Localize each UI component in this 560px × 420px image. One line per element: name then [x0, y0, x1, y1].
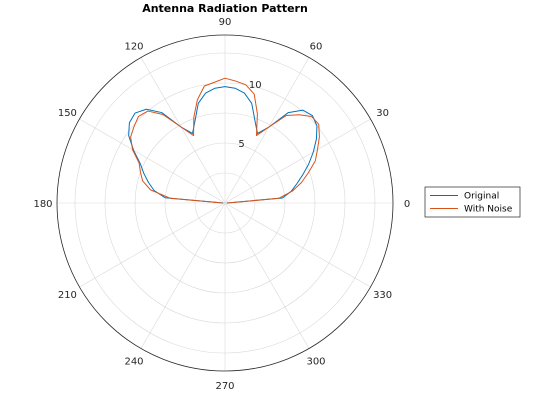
theta-gridline-210 — [79, 202, 226, 288]
theta-tick-label-150: 150 — [58, 108, 77, 119]
theta-tick-label-0: 0 — [404, 199, 410, 210]
axis-labels: 0 30 60 90 120 150 180 210 240 270 300 330 5 10 — [33, 17, 410, 392]
theta-gridline-60 — [224, 57, 310, 204]
theta-gridline-150 — [79, 118, 226, 204]
theta-tick-label-120: 120 — [124, 41, 143, 52]
theta-tick-label-330: 330 — [373, 290, 392, 301]
theta-gridline-30 — [224, 118, 371, 204]
theta-tick-label-60: 60 — [310, 41, 323, 52]
series-line-original — [128, 86, 318, 204]
theta-gridline-300 — [224, 202, 310, 349]
r-tick-label-1: 10 — [249, 80, 262, 91]
theta-tick-label-270: 270 — [215, 381, 234, 392]
theta-tick-label-30: 30 — [376, 108, 389, 119]
r-tick-label-0: 5 — [238, 139, 244, 150]
theta-tick-label-240: 240 — [124, 357, 143, 368]
theta-tick-label-210: 210 — [58, 290, 77, 301]
legend-label-with-noise: With Noise — [464, 205, 513, 215]
theta-tick-label-90: 90 — [219, 17, 232, 28]
legend: Original With Noise — [424, 186, 521, 218]
series-line-with-noise — [130, 77, 320, 204]
data-series — [128, 77, 320, 204]
legend-box — [424, 186, 521, 218]
theta-gridline-330 — [224, 202, 371, 288]
theta-gridline-240 — [140, 202, 226, 349]
legend-label-original: Original — [464, 192, 499, 202]
theta-tick-label-300: 300 — [306, 357, 325, 368]
theta-gridline-120 — [140, 57, 226, 204]
polar-boundary — [56, 34, 394, 372]
chart-title: Antenna Radiation Pattern — [142, 2, 308, 15]
theta-tick-label-180: 180 — [33, 199, 52, 210]
polar-grid — [56, 34, 394, 372]
